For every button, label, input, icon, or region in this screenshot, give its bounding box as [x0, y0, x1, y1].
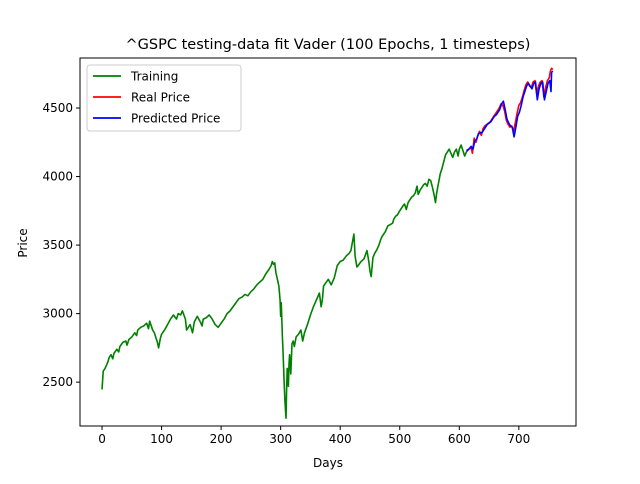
x-tick-label: 700: [507, 432, 530, 446]
x-tick-label: 100: [150, 432, 173, 446]
legend: Training Real Price Predicted Price: [86, 64, 242, 132]
axes-frame: [79, 57, 577, 427]
series-line-predicted-price: [466, 70, 554, 152]
series-line-real-price: [465, 67, 554, 155]
y-tick-label: 2500: [42, 375, 73, 389]
x-tick-label: 600: [448, 432, 471, 446]
chart-title: ^GSPC testing-data fit Vader (100 Epochs…: [126, 37, 531, 53]
y-tick-label: 4000: [42, 170, 73, 184]
x-tick-label: 0: [98, 432, 106, 446]
legend-label: Real Price: [131, 91, 190, 105]
x-tick-label: 300: [269, 432, 292, 446]
x-tick-label: 200: [210, 432, 233, 446]
y-tick-label: 3500: [42, 238, 73, 252]
x-tick-label: 400: [329, 432, 352, 446]
y-axis-label: Price: [16, 228, 30, 257]
y-tick-label: 3000: [42, 307, 73, 321]
series-line-training: [101, 144, 469, 419]
legend-label: Predicted Price: [131, 112, 220, 126]
y-tick-label: 4500: [42, 101, 73, 115]
plot-area: 0 100 200 300 400 500 600 700 2500 3000 3500 4000 45…: [42, 57, 577, 446]
legend-label: Training: [130, 70, 178, 84]
x-axis-label: Days: [313, 456, 343, 470]
legend-box: [86, 64, 242, 132]
x-tick-label: 500: [388, 432, 411, 446]
